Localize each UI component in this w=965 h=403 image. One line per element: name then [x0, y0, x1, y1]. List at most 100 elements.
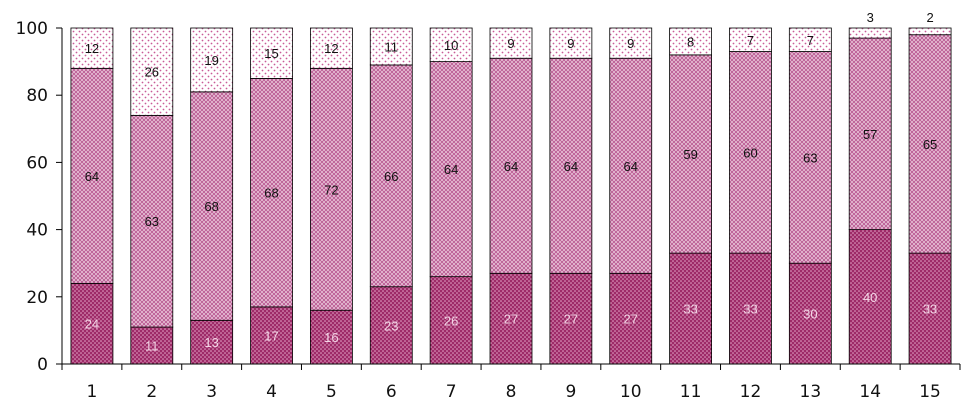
bar-segment-1-4: [250, 306, 293, 365]
x-tick-label-2: 2: [146, 382, 157, 402]
bar-segment-2-8: [489, 57, 533, 274]
bar-segment-2-6: [369, 64, 413, 288]
data-label-2-9: 64: [564, 159, 578, 174]
data-label-1-10: 27: [623, 312, 637, 327]
bar-segment-2-1: [70, 67, 114, 284]
bar-segment-2-4: [250, 78, 293, 308]
data-label-1-9: 27: [564, 312, 578, 327]
data-label-3-15: 2: [926, 10, 933, 25]
bar-segment-2-10: [609, 57, 653, 274]
bar-segment-1-15: [908, 252, 952, 365]
data-label-1-13: 30: [803, 307, 817, 322]
data-label-2-6: 66: [384, 169, 398, 184]
data-label-2-10: 64: [623, 159, 637, 174]
x-tick-label-9: 9: [565, 382, 576, 402]
data-label-1-12: 33: [743, 302, 757, 317]
data-label-2-7: 64: [444, 162, 458, 177]
data-label-2-8: 64: [504, 159, 518, 174]
data-label-1-11: 33: [683, 302, 697, 317]
x-tick-label-8: 8: [506, 382, 517, 402]
data-label-1-3: 13: [204, 335, 218, 350]
bar-segment-2-12: [729, 51, 772, 254]
x-tick-label-1: 1: [87, 382, 98, 402]
data-label-1-15: 33: [923, 302, 937, 317]
bar-segment-3-2: [130, 27, 174, 116]
data-label-2-14: 57: [863, 127, 877, 142]
data-label-3-5: 12: [324, 41, 338, 56]
data-label-3-6: 11: [385, 39, 399, 54]
bar-segment-1-14: [848, 229, 892, 365]
bar-segment-1-2: [130, 326, 174, 365]
data-label-1-4: 17: [264, 328, 278, 343]
bar-segment-2-7: [429, 61, 473, 278]
bar-segment-3-14: [848, 27, 892, 39]
data-label-2-11: 59: [683, 147, 697, 162]
bar-segment-3-15: [908, 27, 952, 36]
data-label-1-7: 26: [444, 313, 458, 328]
bar-segment-3-7: [429, 27, 473, 62]
data-label-2-4: 68: [264, 186, 278, 201]
data-label-3-12: 7: [747, 33, 754, 48]
bar-segment-3-4: [250, 27, 293, 79]
bar-segment-2-9: [549, 57, 593, 274]
y-tick-label-100: 100: [16, 19, 48, 39]
x-tick-label-3: 3: [206, 382, 217, 402]
bar-segment-3-1: [70, 27, 114, 69]
bar-segment-3-13: [788, 27, 832, 52]
x-tick-label-14: 14: [859, 382, 881, 402]
data-labels-group: 24 64 12 11 63 26 13 68 19 17 68 15 16 72 12 2 3 66 11 26 64…: [85, 10, 938, 354]
bar-segment-3-9: [549, 27, 593, 59]
data-label-3-4: 15: [264, 46, 278, 61]
bar-segment-2-2: [130, 114, 174, 328]
data-label-2-12: 60: [743, 145, 757, 160]
data-label-3-8: 9: [507, 36, 514, 51]
data-label-1-5: 16: [324, 330, 338, 345]
bar-segment-1-1: [70, 282, 114, 365]
data-label-3-7: 10: [444, 38, 458, 53]
y-tick-label-20: 20: [26, 288, 48, 308]
data-label-1-2: 11: [145, 339, 159, 354]
y-tick-label-40: 40: [26, 221, 48, 241]
bars-group: [70, 27, 952, 365]
x-tick-label-11: 11: [680, 382, 702, 402]
x-tick-label-15: 15: [919, 382, 941, 402]
bar-segment-1-7: [429, 276, 473, 365]
bar-segment-3-3: [190, 27, 234, 93]
data-label-3-9: 9: [567, 36, 574, 51]
x-tick-label-7: 7: [446, 382, 457, 402]
x-tick-label-5: 5: [326, 382, 337, 402]
data-label-1-1: 24: [85, 317, 99, 332]
x-tick-label-12: 12: [740, 382, 762, 402]
bar-segment-2-3: [190, 91, 234, 321]
bar-segment-3-10: [609, 27, 653, 59]
data-label-3-2: 26: [145, 65, 159, 80]
bar-segment-1-10: [609, 272, 653, 365]
data-label-3-1: 12: [85, 41, 99, 56]
bar-segment-3-6: [369, 27, 413, 66]
data-label-2-5: 72: [324, 182, 338, 197]
y-tick-label-60: 60: [26, 153, 48, 173]
bar-segment-2-13: [788, 51, 832, 264]
x-tick-label-4: 4: [266, 382, 277, 402]
data-label-3-3: 19: [204, 53, 218, 68]
bar-segment-2-11: [669, 54, 712, 254]
x-tick-label-6: 6: [386, 382, 397, 402]
bar-segment-2-15: [908, 34, 952, 254]
data-label-3-14: 3: [867, 10, 874, 25]
data-label-1-14: 40: [863, 290, 877, 305]
data-label-2-13: 63: [803, 150, 817, 165]
y-tick-label-80: 80: [26, 86, 48, 106]
bar-segment-3-5: [309, 27, 353, 69]
data-label-2-3: 68: [204, 199, 218, 214]
y-tick-label-0: 0: [37, 355, 48, 375]
bar-segment-3-8: [489, 27, 533, 59]
bar-segment-3-12: [729, 27, 772, 52]
data-label-3-10: 9: [627, 36, 634, 51]
bar-segment-2-14: [848, 37, 892, 231]
x-tick-label-13: 13: [800, 382, 822, 402]
bar-segment-1-9: [549, 272, 593, 365]
data-label-2-1: 64: [85, 169, 99, 184]
data-label-3-11: 8: [687, 34, 694, 49]
